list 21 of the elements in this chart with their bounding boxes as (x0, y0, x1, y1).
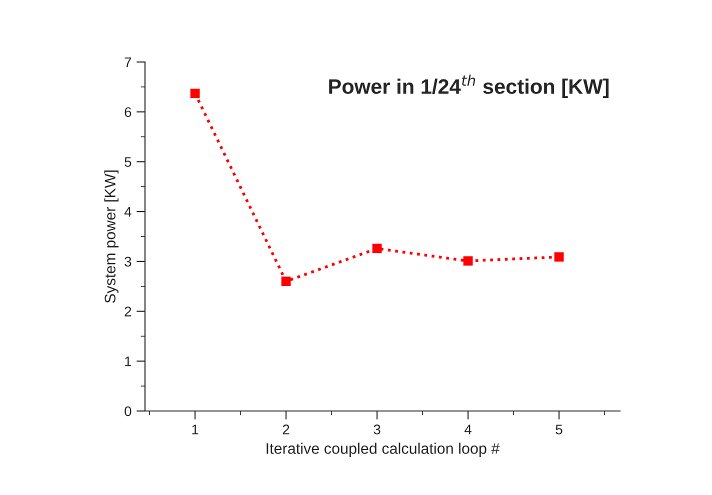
x-axis-title: Iterative coupled calculation loop # (266, 442, 500, 457)
point (281, 276, 291, 286)
y-tick-label: 2 (124, 306, 132, 316)
x-tick-label: 4 (464, 424, 472, 434)
x-tick-label: 5 (556, 424, 562, 434)
y-tick-label: 5 (124, 157, 132, 167)
y-tick-label: 6 (124, 107, 132, 118)
point (554, 252, 564, 262)
point (190, 88, 200, 98)
point (372, 244, 382, 254)
x-tick-label: 1 (192, 424, 198, 434)
point (463, 256, 473, 266)
y-tick-label: 0 (124, 406, 132, 416)
y-tick-label: 1 (125, 356, 132, 366)
x-tick-label: 2 (282, 424, 290, 434)
y-axis-title: System power [KW] (104, 170, 119, 303)
y-tick-label: 7 (124, 57, 132, 68)
x-tick-label: 3 (374, 424, 380, 434)
y-tick-label: 4 (124, 207, 132, 217)
text: Power in 1/24$^{th}$ section [KW] (329, 74, 609, 98)
y-tick-label: 3 (124, 256, 132, 267)
